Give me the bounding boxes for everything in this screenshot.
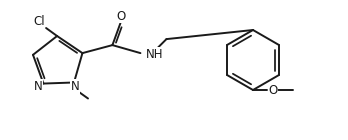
Text: N: N bbox=[71, 80, 79, 93]
Text: O: O bbox=[268, 83, 278, 96]
Text: Cl: Cl bbox=[33, 15, 45, 28]
Text: NH: NH bbox=[145, 48, 163, 61]
Text: N: N bbox=[34, 80, 43, 93]
Text: O: O bbox=[117, 10, 126, 23]
